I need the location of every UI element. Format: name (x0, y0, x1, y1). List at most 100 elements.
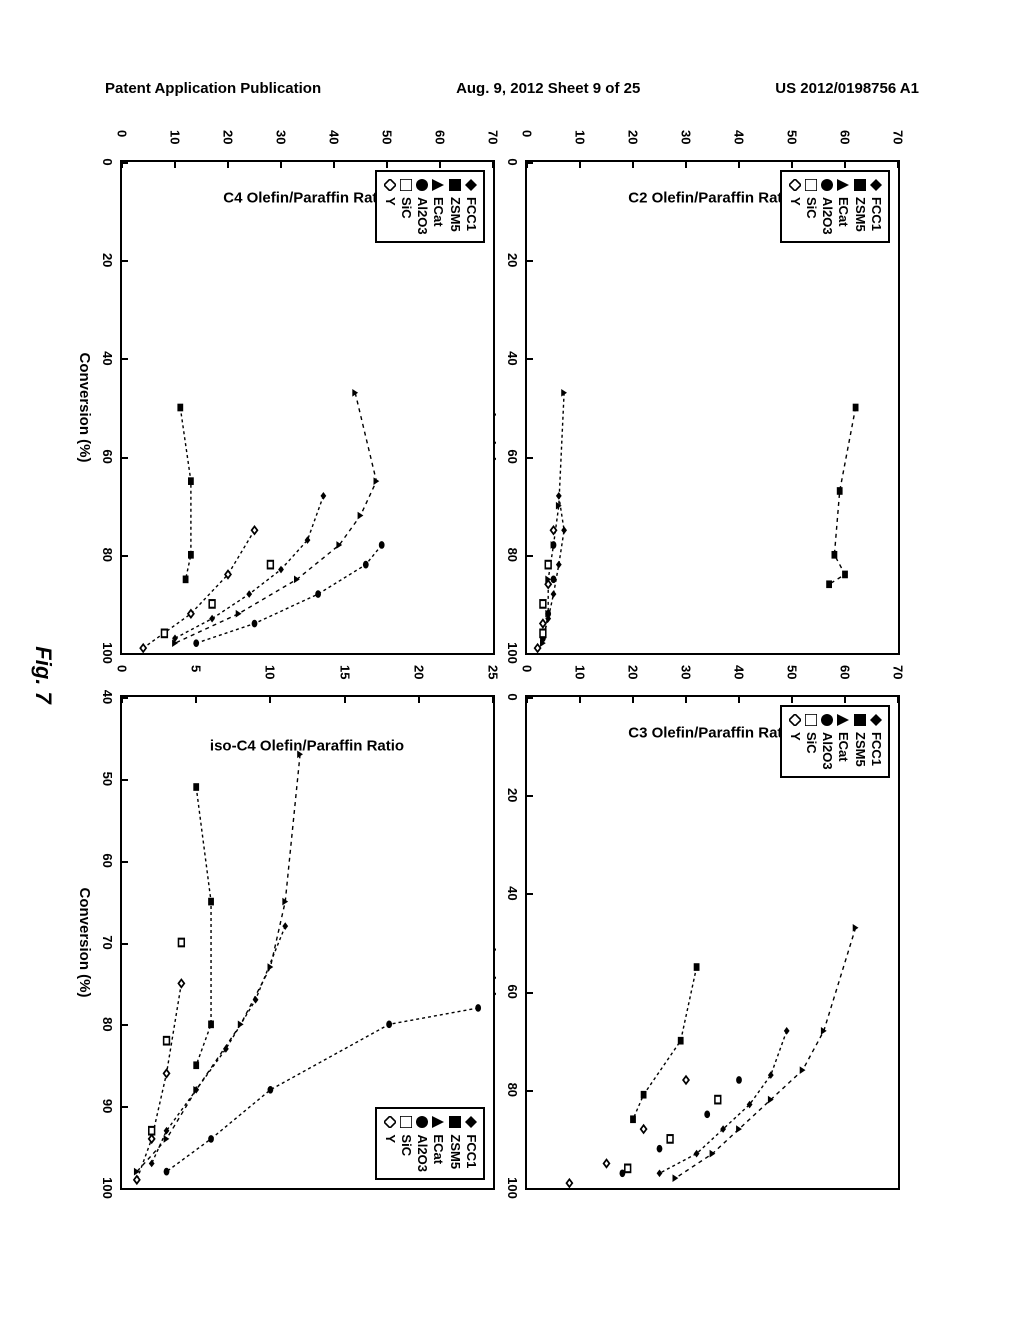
y-tickmark (418, 697, 420, 703)
y-tickmark (344, 697, 346, 703)
header-left: Patent Application Publication (105, 80, 321, 97)
x-tick: 80 (505, 548, 520, 562)
x-tick: 100 (505, 642, 520, 664)
y-tickmark (280, 162, 282, 168)
chart-panel-isoc4: iso-C4 Olefin/Paraffin RatioConversion (… (120, 695, 495, 1190)
y-tick: 10 (573, 665, 588, 679)
x-tickmark (122, 697, 128, 699)
legend-label: Y (787, 197, 803, 206)
x-tick: 100 (100, 642, 115, 664)
x-tickmark (122, 779, 128, 781)
legend-item: Y (787, 713, 803, 770)
sic-marker-icon (399, 1115, 413, 1129)
x-tick: 20 (100, 253, 115, 267)
y-tickmark (579, 162, 581, 168)
x-tick: 70 (100, 935, 115, 949)
y-axis-label: C4 Olefin/Paraffin Ratio (224, 189, 392, 206)
fcc1-marker-icon (464, 178, 478, 192)
legend-item: FCC1 (868, 713, 884, 770)
x-tickmark (122, 1106, 128, 1108)
y-marker-icon (383, 178, 397, 192)
page-header: Patent Application Publication Aug. 9, 2… (0, 80, 1024, 97)
legend-item: ECat (835, 713, 851, 770)
x-tick: 60 (100, 853, 115, 867)
legend: FCC1ZSM5ECatAl2O3SiCY (376, 1107, 486, 1180)
y-tick: 60 (838, 130, 853, 144)
y-tickmark (897, 697, 899, 703)
chart-grid: C2 Olefin/Paraffin RatioConversion (%)01… (120, 160, 900, 1190)
zsm5-marker-icon (853, 178, 867, 192)
legend-label: Y (382, 197, 398, 206)
legend-label: ECat (430, 1134, 446, 1164)
x-tickmark (122, 555, 128, 557)
header-right: US 2012/0198756 A1 (775, 80, 919, 97)
header-center: Aug. 9, 2012 Sheet 9 of 25 (456, 80, 640, 97)
legend-item: Y (787, 178, 803, 235)
y-tickmark (492, 697, 494, 703)
y-tick: 10 (168, 130, 183, 144)
x-tick: 80 (505, 1083, 520, 1097)
x-tickmark (527, 162, 533, 164)
legend-label: FCC1 (868, 197, 884, 231)
x-tick: 40 (100, 690, 115, 704)
legend-label: ECat (835, 732, 851, 762)
legend: FCC1ZSM5ECatAl2O3SiCY (781, 705, 891, 778)
zsm5-marker-icon (853, 713, 867, 727)
legend-label: SiC (398, 1134, 414, 1156)
x-tickmark (527, 1090, 533, 1092)
y-tickmark (685, 697, 687, 703)
y-tick: 40 (732, 665, 747, 679)
legend-item: ECat (430, 178, 446, 235)
zsm5-marker-icon (448, 1115, 462, 1129)
x-tickmark (527, 457, 533, 459)
legend-label: Al2O3 (414, 1134, 430, 1172)
x-tick: 20 (505, 253, 520, 267)
x-tickmark (527, 795, 533, 797)
x-tick: 0 (100, 158, 115, 165)
x-axis-label: Conversion (%) (76, 352, 93, 462)
x-tick: 40 (505, 351, 520, 365)
x-tick: 80 (100, 548, 115, 562)
legend-label: SiC (398, 197, 414, 219)
x-tick: 60 (505, 449, 520, 463)
legend-item: FCC1 (463, 1115, 479, 1172)
y-tick: 20 (411, 665, 426, 679)
y-tick: 30 (679, 665, 694, 679)
x-tickmark (122, 1024, 128, 1026)
y-axis-label: C3 Olefin/Paraffin Ratio (629, 724, 797, 741)
sic-marker-icon (399, 178, 413, 192)
legend-label: ZSM5 (852, 197, 868, 232)
y-tick: 70 (891, 130, 906, 144)
legend-label: Y (382, 1134, 398, 1143)
legend-item: SiC (803, 713, 819, 770)
y-axis-label: C2 Olefin/Paraffin Ratio (629, 189, 797, 206)
y-tick: 30 (274, 130, 289, 144)
y-tickmark (791, 697, 793, 703)
y-tickmark (844, 162, 846, 168)
y-tickmark (738, 162, 740, 168)
legend: FCC1ZSM5ECatAl2O3SiCY (376, 170, 486, 243)
al2o3-marker-icon (415, 178, 429, 192)
legend-label: FCC1 (868, 732, 884, 766)
x-tickmark (122, 861, 128, 863)
chart-panel-c4: C4 Olefin/Paraffin RatioConversion (%)01… (120, 160, 495, 655)
y-tick: 0 (115, 665, 130, 672)
y-tickmark (738, 697, 740, 703)
y-tick: 40 (732, 130, 747, 144)
x-tick: 40 (100, 351, 115, 365)
legend-label: FCC1 (463, 1134, 479, 1168)
x-tick: 80 (100, 1017, 115, 1031)
chart-panel-c2: C2 Olefin/Paraffin RatioConversion (%)01… (525, 160, 900, 655)
y-tickmark (897, 162, 899, 168)
y-tick: 0 (115, 130, 130, 137)
legend-label: Al2O3 (819, 732, 835, 770)
zsm5-marker-icon (448, 178, 462, 192)
legend-label: Al2O3 (819, 197, 835, 235)
y-tick: 0 (520, 130, 535, 137)
sic-marker-icon (804, 178, 818, 192)
y-tick: 20 (626, 665, 641, 679)
x-tickmark (527, 555, 533, 557)
fcc1-marker-icon (869, 713, 883, 727)
legend-item: SiC (398, 178, 414, 235)
ecat-marker-icon (431, 1115, 445, 1129)
